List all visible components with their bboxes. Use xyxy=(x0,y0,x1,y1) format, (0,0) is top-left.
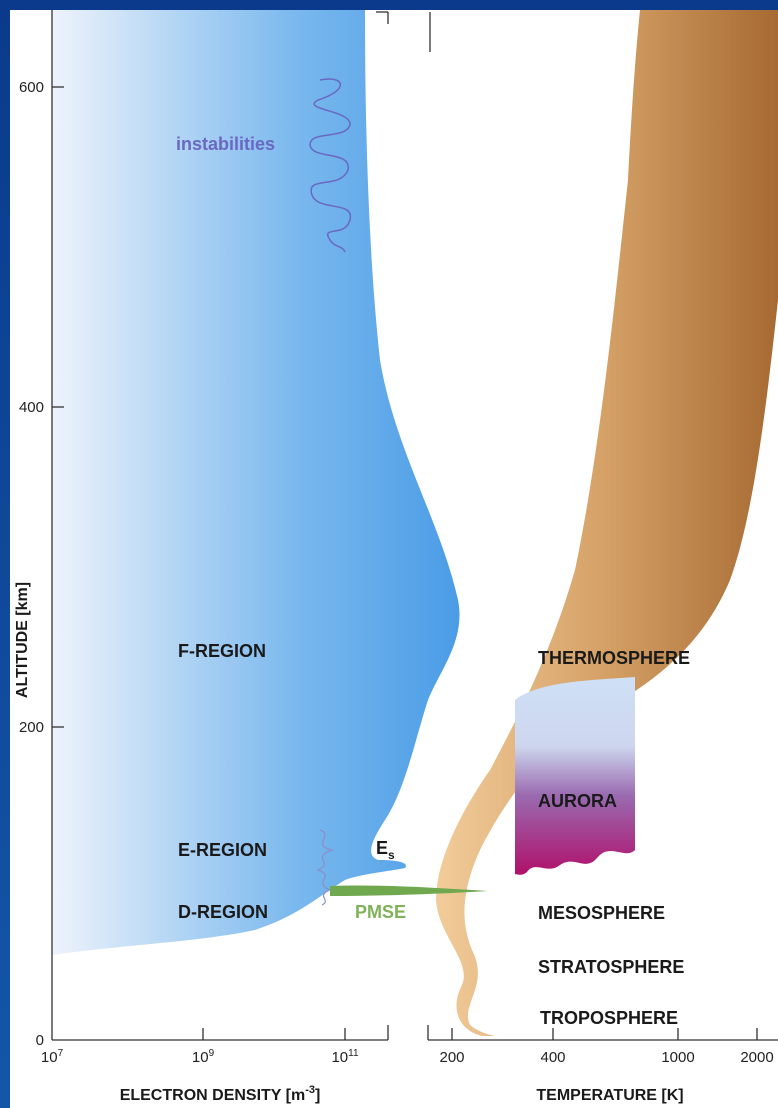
y-tick-label: 400 xyxy=(19,399,44,416)
y-tick-label: 0 xyxy=(36,1032,44,1049)
instabilities-label: instabilities xyxy=(176,134,275,154)
x-tick-label: 1000 xyxy=(661,1049,694,1066)
pmse-label: PMSE xyxy=(355,902,406,922)
y-axis-label: ALTITUDE [km] xyxy=(14,582,31,698)
layer-label: THERMOSPHERE xyxy=(538,648,690,668)
layer-label: AURORA xyxy=(538,791,617,811)
x-axis-label: TEMPERATURE [K] xyxy=(536,1087,683,1104)
x-tick-label: 107 xyxy=(41,1048,64,1066)
layer-label: STRATOSPHERE xyxy=(538,957,684,977)
pmse-layer xyxy=(330,885,488,896)
region-label: F-REGION xyxy=(178,641,266,661)
layer-label: TROPOSPHERE xyxy=(540,1008,678,1028)
region-label: D-REGION xyxy=(178,902,268,922)
x-tick-label: 1011 xyxy=(331,1048,359,1066)
x-tick-label: 2000 xyxy=(740,1049,773,1066)
y-tick-label: 600 xyxy=(19,79,44,96)
instabilities-wave xyxy=(309,78,351,253)
x-axis-label: ELECTRON DENSITY [m-3] xyxy=(120,1084,321,1104)
aurora-band xyxy=(515,677,635,875)
x-tick-label: 200 xyxy=(439,1049,464,1066)
y-tick-label: 200 xyxy=(19,719,44,736)
es-label: Es xyxy=(376,838,395,862)
x-tick-label: 109 xyxy=(192,1048,215,1066)
e-region-wave xyxy=(316,829,335,906)
electron-density-profile xyxy=(52,10,460,955)
region-label: E-REGION xyxy=(178,840,267,860)
layer-label: MESOSPHERE xyxy=(538,903,665,923)
x-tick-label: 400 xyxy=(540,1049,565,1066)
